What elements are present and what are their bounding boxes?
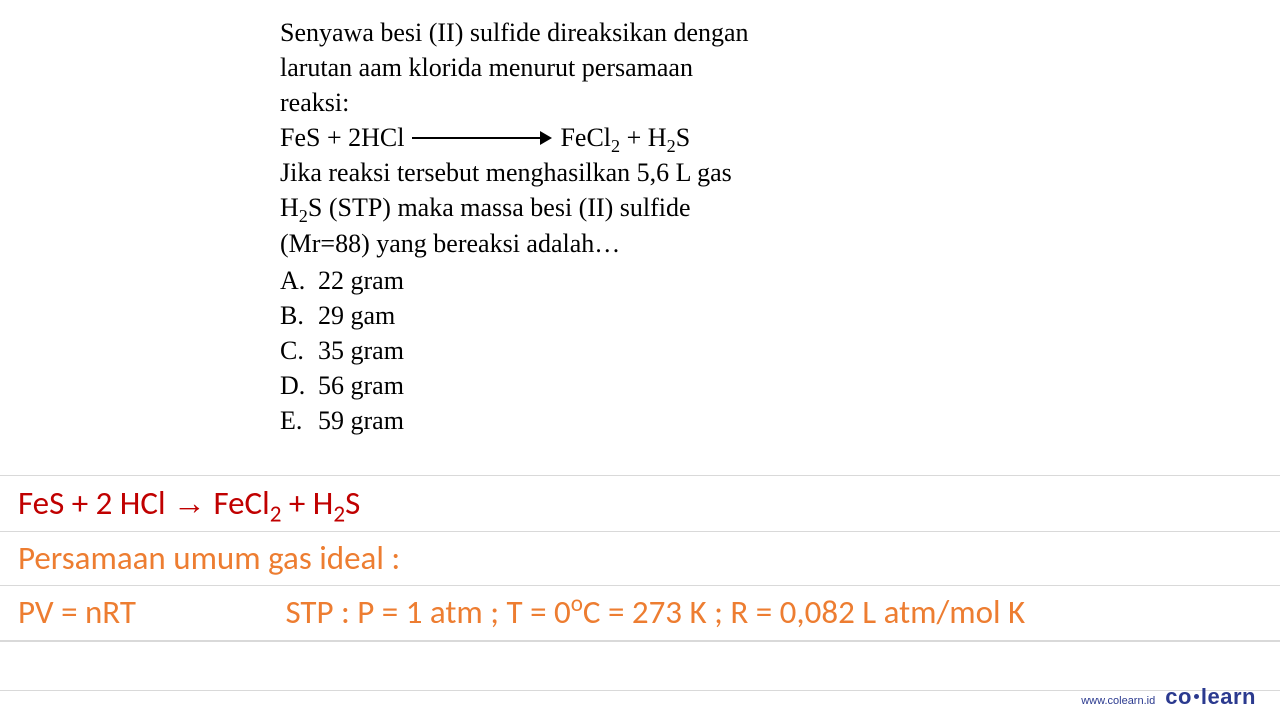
equation-lhs: FeS + 2HCl xyxy=(280,120,404,155)
option-a-text: 22 gram xyxy=(318,263,404,298)
footer-brand: colearn xyxy=(1165,684,1256,710)
work-eq-fecl: FeCl xyxy=(206,483,270,523)
option-d-text: 56 gram xyxy=(318,368,404,403)
footer-branding: www.colearn.id colearn xyxy=(1081,684,1256,710)
question-line-6: H2S (STP) maka massa besi (II) sulfide xyxy=(280,190,1000,225)
option-d: D. 56 gram xyxy=(280,368,1000,403)
work-row-equation: FeS + 2 HCl → FeCl2 + H2S xyxy=(0,475,1280,531)
option-b-text: 29 gam xyxy=(318,298,395,333)
question-equation: FeS + 2HCl FeCl2 + H2S xyxy=(280,120,1000,155)
work-eq-lhs: FeS + 2 HCl xyxy=(18,483,173,523)
eq-rhs-s: S xyxy=(676,123,690,152)
eq-rhs-fecl: FeCl xyxy=(560,123,611,152)
question-line-5: Jika reaksi tersebut menghasilkan 5,6 L … xyxy=(280,155,1000,190)
option-c: C. 35 gram xyxy=(280,333,1000,368)
eq-rhs-plus-h: + H xyxy=(620,123,666,152)
work-stp-a: STP : P = 1 atm ; T = 0 xyxy=(285,592,570,632)
option-c-text: 35 gram xyxy=(318,333,404,368)
option-c-letter: C. xyxy=(280,333,310,368)
dot-icon xyxy=(1194,694,1199,699)
option-e: E. 59 gram xyxy=(280,403,1000,438)
option-b: B. 29 gam xyxy=(280,298,1000,333)
degree-symbol: o xyxy=(571,590,583,618)
equation-rhs: FeCl2 + H2S xyxy=(560,120,690,155)
work-eq-s: S xyxy=(345,483,360,523)
arrow-right-icon: → xyxy=(173,484,206,521)
brand-learn: learn xyxy=(1201,684,1256,709)
option-e-text: 59 gram xyxy=(318,403,404,438)
work-row-empty xyxy=(0,641,1280,691)
work-pv-nrt: PV = nRT xyxy=(18,588,278,638)
footer-url: www.colearn.id xyxy=(1081,695,1155,707)
work-stp-b: C = 273 K ; R = 0,082 L atm/mol K xyxy=(583,592,1025,632)
question-line-7: (Mr=88) yang bereaksi adalah… xyxy=(280,226,1000,261)
option-d-letter: D. xyxy=(280,368,310,403)
question-line-3: reaksi: xyxy=(280,85,1000,120)
line6-h: H xyxy=(280,193,299,222)
question-block: Senyawa besi (II) sulfide direaksikan de… xyxy=(280,15,1000,438)
line6-rest: S (STP) maka massa besi (II) sulfide xyxy=(308,193,691,222)
reaction-arrow-icon xyxy=(412,122,552,153)
solution-work-area: FeS + 2 HCl → FeCl2 + H2S Persamaan umum… xyxy=(0,475,1280,691)
brand-co: co xyxy=(1165,684,1192,709)
question-line-1: Senyawa besi (II) sulfide direaksikan de… xyxy=(280,15,1000,50)
question-line-2: larutan aam klorida menurut persamaan xyxy=(280,50,1000,85)
answer-options: A. 22 gram B. 29 gam C. 35 gram D. 56 gr… xyxy=(280,263,1000,438)
option-a-letter: A. xyxy=(280,263,310,298)
option-b-letter: B. xyxy=(280,298,310,333)
option-e-letter: E. xyxy=(280,403,310,438)
work-row-ideal-gas-values: PV = nRT STP : P = 1 atm ; T = 0oC = 273… xyxy=(0,585,1280,641)
work-row-ideal-gas-label: Persamaan umum gas ideal : xyxy=(0,531,1280,586)
option-a: A. 22 gram xyxy=(280,263,1000,298)
work-eq-plus-h: + H xyxy=(281,483,333,523)
